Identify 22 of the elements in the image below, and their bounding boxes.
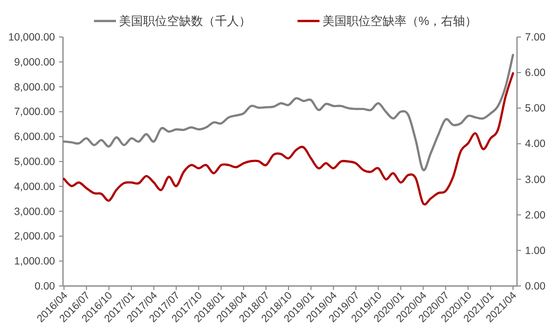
- y-tick-label: 9,000.00: [14, 56, 56, 68]
- y-tick-label: 8,000.00: [14, 81, 56, 94]
- y-tick-label: 3,000.00: [14, 206, 56, 218]
- y-tick-label: 10,000.00: [8, 32, 56, 44]
- y2-tick-label: 3.00: [525, 174, 546, 186]
- y-tick-label: 6,000.00: [14, 131, 56, 144]
- y-tick-label: 0.00: [34, 280, 56, 292]
- legend-label: 美国职位空缺率（%，右轴）: [322, 14, 478, 28]
- legend-label: 美国职位空缺数（千人）: [119, 14, 251, 28]
- y2-tick-label: 6.00: [525, 67, 546, 80]
- line-series: [62, 72, 514, 205]
- y2-tick-label: 1.00: [525, 244, 546, 257]
- y-tick-label: 1,000.00: [14, 256, 56, 268]
- y-tick-label: 4,000.00: [14, 180, 56, 193]
- y2-tick-label: 5.00: [525, 102, 546, 115]
- y-tick-label: 7,000.00: [14, 106, 56, 118]
- y2-tick-label: 2.00: [525, 209, 546, 222]
- y-tick-label: 5,000.00: [14, 156, 56, 168]
- y2-tick-label: 4.00: [525, 138, 546, 150]
- y-tick-label: 2,000.00: [14, 230, 56, 243]
- y2-tick-label: 7.00: [525, 32, 546, 44]
- y2-tick-label: 0.00: [525, 280, 546, 292]
